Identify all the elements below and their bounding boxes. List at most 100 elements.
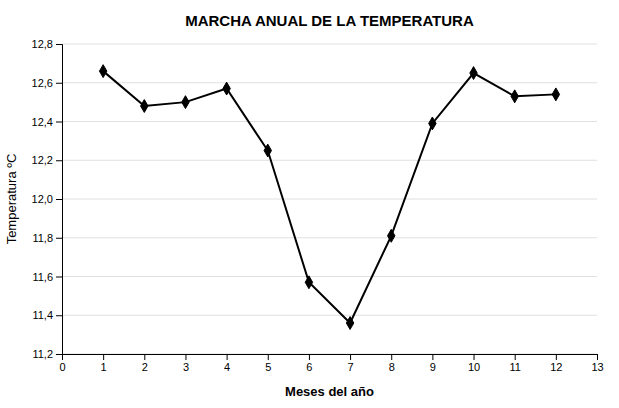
tick: 1 [101,354,107,373]
marker [346,317,353,330]
tick-mark [309,354,310,360]
tick-label: 12,4 [32,116,53,128]
tick: 6 [306,354,312,373]
tick-mark [556,354,557,360]
tick-mark [432,354,433,360]
tick: 3 [183,354,189,373]
x-axis-title: Meses del año [285,384,374,399]
series [99,65,559,330]
tick: 8 [389,354,395,373]
tick-label: 1 [101,361,107,373]
tick-label: 0 [59,361,65,373]
tick: 5 [265,354,271,373]
marker [552,88,559,101]
tick-label: 12 [550,361,562,373]
tick: 0 [59,354,65,373]
x-axis: 012345678910111213 [59,354,603,373]
tick: 11 [509,354,520,373]
line [103,71,556,323]
marker [182,96,189,109]
marker [511,90,518,103]
plot-area: 01234567891011121311,211,411,611,812,012… [32,38,604,373]
y-axis: 11,2 11,4 11,6 11,8 12,0 12,2 12,4 12,6 12,8 [32,38,63,360]
tick-label: 3 [183,361,189,373]
tick-mark [103,354,104,360]
tick: 12,6 [32,77,62,89]
tick: 12,4 [32,116,62,128]
y-axis-title: Temperatura ºC [4,154,19,245]
grid-line [62,121,597,122]
tick-label: 7 [348,361,354,373]
axis-line [56,45,63,355]
tick-label: 5 [265,361,271,373]
tick-mark [56,199,62,200]
tick-mark [56,354,62,355]
title: MARCHA ANUAL DE LA TEMPERATURA [185,12,474,29]
grid-line [62,82,597,83]
tick-mark [515,354,516,360]
chart: 01234567891011121311,211,411,611,812,012… [0,0,619,408]
tick: 4 [224,354,230,373]
tick-mark [56,83,62,84]
tick: 10 [468,354,480,373]
grid-line [62,237,597,238]
tick-mark [56,277,62,278]
marker [429,117,436,130]
grid-line [62,199,597,200]
grid-line [62,44,597,45]
tick: 2 [142,354,148,373]
marker [223,82,230,95]
tick: 13 [591,354,603,373]
tick-label: 13 [591,361,603,373]
marker [305,276,312,289]
tick-label: 11,6 [32,271,53,283]
tick-mark [227,354,228,360]
tick-mark [185,354,186,360]
tick-label: 11,4 [32,309,53,321]
tick: 12 [550,354,562,373]
tick: 12,0 [32,193,62,205]
tick: 9 [430,354,436,373]
tick-label: 11 [509,361,520,373]
tick-label: 12,2 [32,154,53,166]
tick: 12,8 [32,38,62,50]
tick-mark [350,354,351,360]
tick-label: 12,6 [32,77,53,89]
tick: 12,2 [32,154,62,166]
tick-mark [56,315,62,316]
tick-mark [268,354,269,360]
tick-label: 11,2 [32,348,53,360]
tick: 11,8 [32,232,62,244]
tick-mark [56,44,62,45]
tick: 7 [348,354,354,373]
tick-label: 11,8 [32,232,53,244]
tick-mark [391,354,392,360]
tick-mark [56,160,62,161]
marker [141,100,148,113]
marker [388,229,395,242]
tick-label: 6 [306,361,312,373]
grid [62,44,597,354]
tick-label: 12,0 [32,193,53,205]
tick-label: 4 [224,361,230,373]
tick-mark [56,238,62,239]
tick-label: 8 [389,361,395,373]
grid-line [62,160,597,161]
tick-mark [56,122,62,123]
tick: 11,2 [32,348,62,360]
marker [264,144,271,157]
axis-line [63,355,598,361]
tick-mark [144,354,145,360]
tick-label: 9 [430,361,436,373]
tick: 11,4 [32,309,62,321]
tick-label: 12,8 [32,38,53,50]
tick-mark [597,354,598,360]
marker [470,67,477,80]
grid-line [62,315,597,316]
marker [99,65,106,78]
tick-label: 2 [142,361,148,373]
tick-label: 10 [468,361,480,373]
grid-line [62,276,597,277]
tick-mark [474,354,475,360]
tick: 11,6 [32,271,62,283]
